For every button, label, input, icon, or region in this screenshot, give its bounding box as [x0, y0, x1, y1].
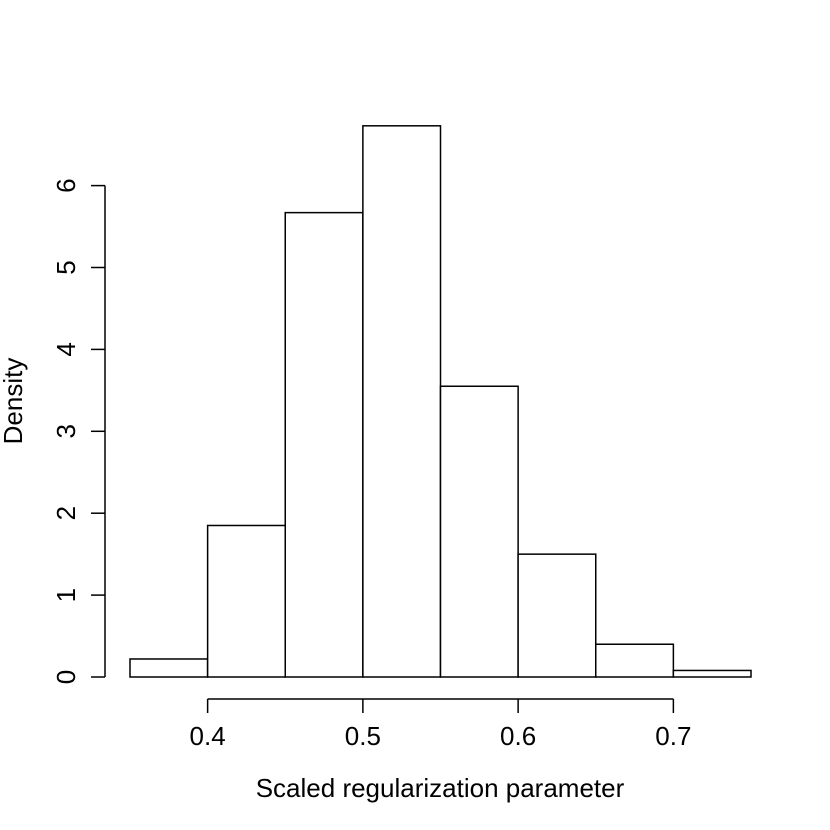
histogram-bar-2 — [206, 524, 286, 678]
histogram-bar-7 — [595, 643, 675, 678]
x-tick-label: 0.6 — [500, 721, 536, 751]
y-axis: 0 1 2 3 4 5 6 — [51, 178, 106, 684]
histogram-bar-3 — [284, 211, 364, 678]
y-tick-label: 4 — [51, 342, 81, 356]
y-tick-label: 3 — [51, 424, 81, 438]
y-tick-label: 0 — [51, 670, 81, 684]
y-tick-label: 1 — [51, 588, 81, 602]
y-tick-label: 5 — [51, 260, 81, 274]
y-tick-label: 6 — [51, 178, 81, 192]
x-axis-label: Scaled regularization parameter — [256, 773, 625, 803]
x-axis: 0.4 0.5 0.6 0.7 — [190, 698, 691, 751]
histogram-bar-6 — [517, 553, 597, 678]
bars-group — [129, 125, 752, 678]
histogram-bar-5 — [439, 385, 519, 678]
histogram-bar-4 — [362, 125, 442, 678]
histogram-bar-1 — [129, 658, 209, 678]
x-tick-label: 0.5 — [345, 721, 381, 751]
histogram-bar-8 — [672, 669, 752, 678]
x-tick-label: 0.4 — [190, 721, 226, 751]
y-tick-label: 2 — [51, 506, 81, 520]
x-tick-label: 0.7 — [655, 721, 691, 751]
y-axis-label: Density — [0, 358, 28, 445]
